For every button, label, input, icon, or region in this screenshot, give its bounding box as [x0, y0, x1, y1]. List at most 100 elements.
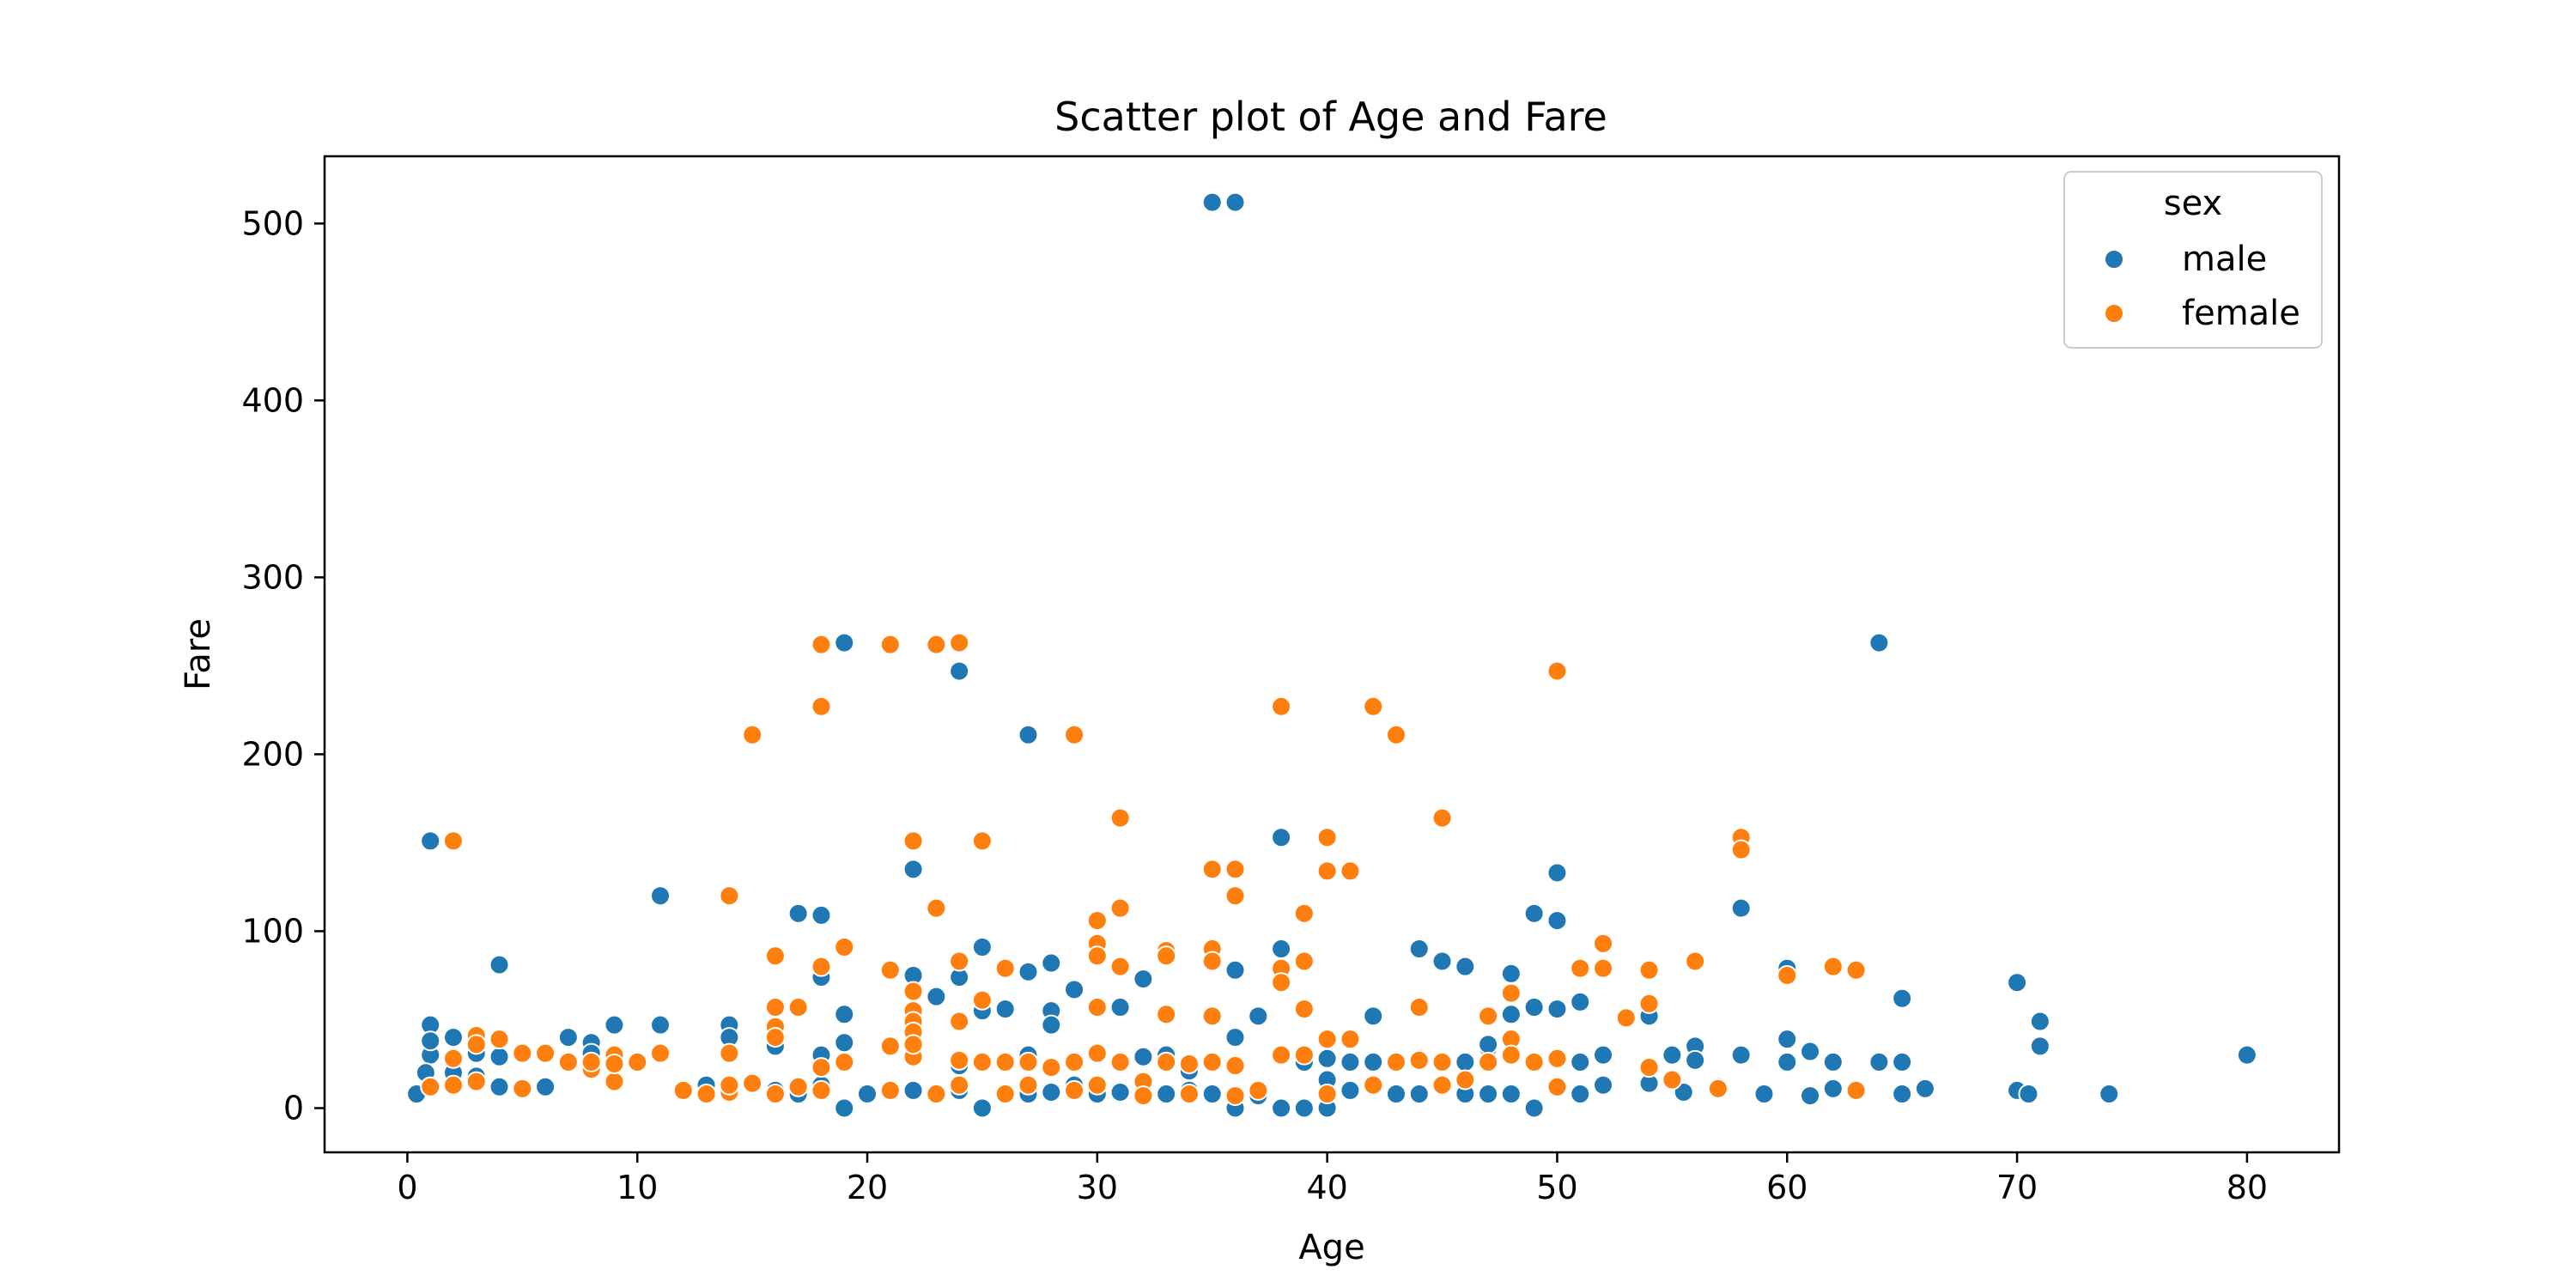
data-point-female [1064, 1051, 1085, 1072]
y-tick-label: 400 [241, 381, 304, 419]
data-point-male [1685, 1049, 1706, 1071]
data-point-male [1593, 1044, 1614, 1066]
data-point-female [1523, 1051, 1545, 1072]
data-point-female [1363, 696, 1384, 717]
legend-box [2063, 171, 2323, 349]
data-point-male [1109, 997, 1131, 1018]
data-point-male [971, 1097, 993, 1119]
data-point-male [994, 999, 1016, 1020]
data-point-male [1431, 951, 1453, 972]
data-point-male [1892, 987, 1913, 1009]
data-point-male [1777, 1051, 1798, 1072]
data-point-male [1224, 1027, 1246, 1048]
data-point-male [1248, 1005, 1269, 1027]
data-point-female [1385, 1051, 1406, 1072]
data-point-male [1455, 956, 1476, 977]
data-point-female [1822, 956, 1844, 977]
data-point-male [1133, 1046, 1154, 1067]
data-point-male [857, 1084, 878, 1105]
x-axis-label: Age [1298, 1228, 1364, 1267]
plot-area-frame [323, 155, 2341, 1154]
y-tick-label: 0 [283, 1089, 304, 1127]
data-point-female [1500, 982, 1522, 1004]
data-point-female [879, 1079, 901, 1101]
data-point-female [811, 634, 832, 655]
x-axis-ticks: 0 10 20 30 40 50 60 70 80 [397, 1152, 2268, 1206]
data-point-male [902, 859, 924, 880]
data-point-female [1178, 1053, 1200, 1074]
data-point-female [604, 1071, 625, 1092]
data-point-female [442, 830, 464, 852]
data-point-male [1271, 1097, 1292, 1119]
data-point-male [1224, 959, 1246, 981]
data-point-male [1800, 1085, 1821, 1107]
data-point-male [2007, 972, 2028, 993]
data-point-male [2099, 1084, 2120, 1105]
data-point-male [1316, 1048, 1338, 1069]
chart-title: Scatter plot of Age and Fare [1054, 94, 1607, 140]
y-tick-label: 300 [241, 558, 304, 596]
data-point-male [1363, 1005, 1384, 1027]
data-point-male [1523, 902, 1545, 924]
data-point-male [1593, 1074, 1614, 1096]
data-point-female [949, 1049, 970, 1071]
data-point-male [1271, 939, 1292, 960]
data-point-female [1109, 1051, 1131, 1072]
x-tick-label: 50 [1536, 1169, 1577, 1206]
data-point-female [994, 1084, 1016, 1105]
data-point-male [1133, 969, 1154, 990]
x-tick-label: 30 [1077, 1169, 1118, 1206]
data-point-female [1156, 1004, 1177, 1025]
data-point-male [2029, 1036, 2050, 1057]
data-point-female [902, 830, 924, 852]
data-point-female [1156, 945, 1177, 967]
y-tick-label: 500 [241, 204, 304, 242]
data-point-male [1041, 1014, 1062, 1036]
data-point-female [1431, 807, 1453, 829]
data-point-male [1730, 1044, 1752, 1066]
series-female [420, 632, 1867, 1107]
data-point-female [650, 1042, 671, 1064]
data-point-female [879, 1036, 901, 1057]
data-point-male [489, 1046, 510, 1067]
data-point-male [1523, 997, 1545, 1018]
data-point-male [1500, 1004, 1522, 1025]
data-point-male [1340, 1051, 1361, 1072]
data-point-female [1316, 1084, 1338, 1105]
data-point-male [604, 1014, 625, 1036]
legend-label-male: male [2182, 240, 2267, 279]
data-point-female [1248, 1079, 1269, 1101]
data-point-female [1271, 696, 1292, 717]
data-point-male [1224, 191, 1246, 213]
data-point-male [1018, 724, 1039, 745]
data-point-male [949, 660, 970, 682]
data-point-female [696, 1084, 717, 1105]
data-point-male [1777, 1029, 1798, 1050]
data-point-male [650, 885, 671, 907]
data-point-female [1316, 1029, 1338, 1050]
data-point-female [949, 951, 970, 972]
data-point-male [1753, 1084, 1775, 1105]
data-point-female [1593, 957, 1614, 979]
data-point-female [1201, 859, 1223, 880]
data-point-female [1086, 945, 1108, 967]
data-point-female [1500, 1044, 1522, 1066]
data-point-female [627, 1051, 648, 1072]
data-point-male [1478, 1034, 1499, 1055]
data-point-female [1018, 1051, 1039, 1072]
data-point-male [1271, 827, 1292, 848]
data-point-male [1546, 999, 1568, 1020]
data-point-female [1224, 1085, 1246, 1107]
data-point-male [971, 936, 993, 957]
data-point-male [2029, 1011, 2050, 1032]
data-point-male [2236, 1044, 2257, 1066]
data-point-female [1363, 1074, 1384, 1096]
data-point-female [1707, 1078, 1728, 1099]
data-point-male [1570, 1051, 1591, 1072]
data-point-female [1845, 959, 1867, 981]
data-point-female [1316, 860, 1338, 882]
legend-label-female: female [2182, 294, 2300, 333]
data-point-male [650, 1014, 671, 1036]
data-point-female [811, 1057, 832, 1078]
data-point-female [1478, 1051, 1499, 1072]
